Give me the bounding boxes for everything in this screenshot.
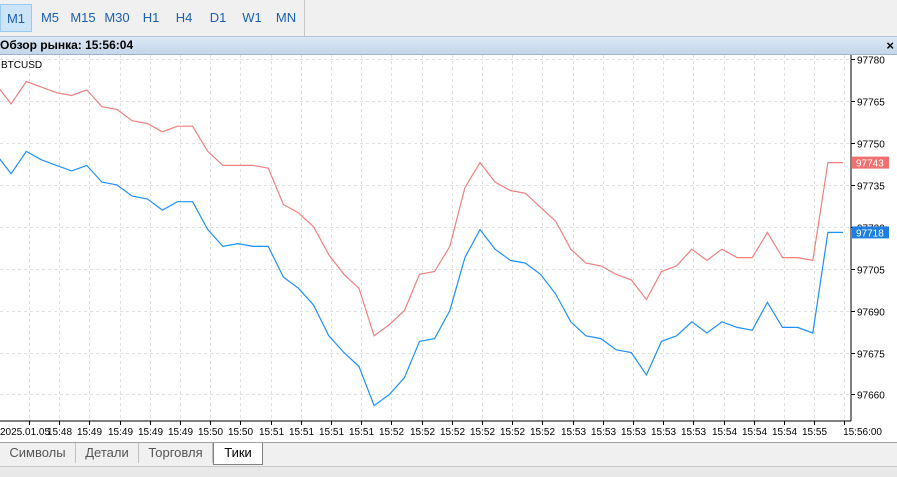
- timeframe-m15-button[interactable]: M15: [70, 10, 96, 25]
- x-tick-label: 2025.01.05: [0, 427, 50, 438]
- x-tick-label: 15:49: [108, 427, 133, 438]
- timeframe-mn-button[interactable]: MN: [275, 10, 297, 25]
- timeframe-m30-button[interactable]: M30: [104, 10, 130, 25]
- ask-last-price-tag: [852, 156, 889, 169]
- x-tick-label: 15:53: [561, 427, 586, 438]
- x-tick-label: 15:52: [530, 427, 555, 438]
- x-tick-label: 15:51: [319, 427, 344, 438]
- x-tick-label: 15:52: [410, 427, 435, 438]
- x-tick-label: 15:53: [621, 427, 646, 438]
- bid-price-line: [0, 150, 843, 407]
- window-title: Обзор рынка: 15:56:04: [0, 38, 134, 52]
- y-tick-label: 97705: [857, 266, 885, 277]
- x-tick-label: 15:50: [198, 427, 223, 438]
- x-tick-label: 15:51: [259, 427, 284, 438]
- market-watch-tabs: Символы Детали Торговля Тики: [0, 442, 897, 465]
- bid-last-price-tag: [852, 226, 889, 239]
- tab-details[interactable]: Детали: [76, 443, 139, 463]
- tab-trading[interactable]: Торговля: [139, 443, 213, 463]
- timeframe-m1-button[interactable]: M1: [0, 4, 32, 32]
- x-tick-label: 15:54: [772, 427, 797, 438]
- tick-chart[interactable]: BTCUSD 977809776597750977359772097705976…: [0, 55, 897, 442]
- x-tick-label: 15:49: [168, 427, 193, 438]
- timeframe-toolbar: M1 M5 M15 M30 H1 H4 D1 W1 MN: [0, 0, 305, 37]
- ask-last-price-label: 97743: [856, 159, 884, 170]
- x-tick-label: 15:56:00: [843, 427, 882, 438]
- x-tick-label: 15:52: [440, 427, 465, 438]
- tick-chart-svg: BTCUSD 977809776597750977359772097705976…: [0, 55, 889, 438]
- x-tick-label: 15:53: [681, 427, 706, 438]
- y-tick-label: 97660: [857, 391, 885, 402]
- ask-price-line: [0, 80, 843, 337]
- y-tick-label: 97750: [857, 140, 885, 151]
- close-icon[interactable]: ×: [886, 38, 894, 53]
- x-tick-label: 15:51: [349, 427, 374, 438]
- x-tick-label: 15:52: [379, 427, 404, 438]
- y-tick-label: 97675: [857, 350, 885, 361]
- y-tick-label: 97690: [857, 308, 885, 319]
- y-tick-label: 97780: [857, 56, 885, 67]
- tab-ticks[interactable]: Тики: [213, 443, 263, 465]
- x-tick-label: 15:52: [470, 427, 495, 438]
- y-tick-label: 97735: [857, 182, 885, 193]
- bid-last-price-label: 97718: [856, 228, 884, 239]
- y-tick-label: 97765: [857, 98, 885, 109]
- x-tick-label: 15:55: [802, 427, 827, 438]
- market-watch-titlebar: Обзор рынка: 15:56:04 ×: [0, 36, 897, 55]
- timeframe-w1-button[interactable]: W1: [242, 10, 262, 25]
- timeframe-d1-button[interactable]: D1: [209, 10, 227, 25]
- x-tick-label: 15:52: [500, 427, 525, 438]
- x-tick-label: 15:49: [138, 427, 163, 438]
- bottom-panel-edge: [0, 466, 897, 477]
- x-tick-label: 15:53: [591, 427, 616, 438]
- symbol-label: BTCUSD: [1, 60, 42, 71]
- timeframe-h4-button[interactable]: H4: [175, 10, 193, 25]
- x-tick-label: 15:49: [77, 427, 102, 438]
- x-tick-label: 15:48: [47, 427, 72, 438]
- x-tick-label: 15:54: [712, 427, 737, 438]
- x-tick-label: 15:50: [228, 427, 253, 438]
- timeframe-h1-button[interactable]: H1: [142, 10, 160, 25]
- x-tick-label: 15:51: [289, 427, 314, 438]
- x-tick-label: 15:53: [651, 427, 676, 438]
- timeframe-m5-button[interactable]: M5: [40, 10, 60, 25]
- tab-symbols[interactable]: Символы: [0, 443, 76, 463]
- x-tick-label: 15:54: [742, 427, 767, 438]
